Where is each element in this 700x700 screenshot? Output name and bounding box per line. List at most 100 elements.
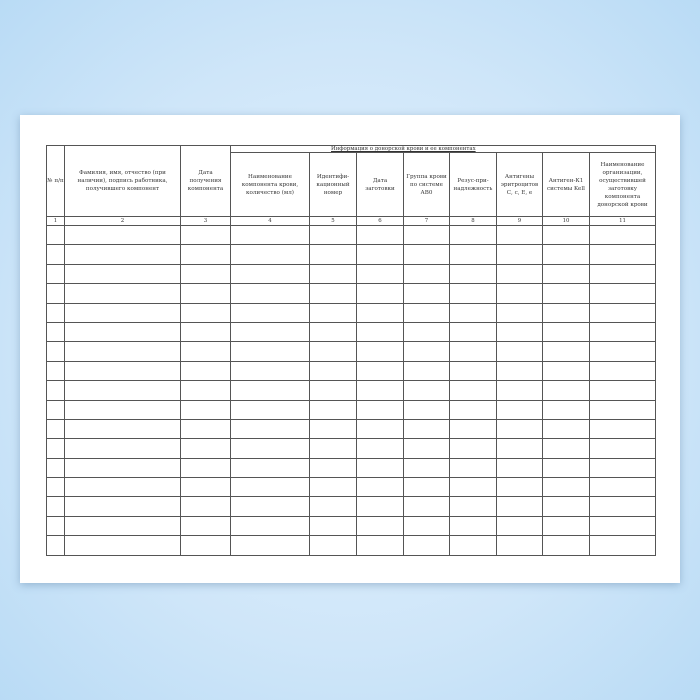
table-cell	[449, 438, 497, 459]
table-cell	[46, 438, 65, 459]
table-cell	[180, 515, 231, 537]
table-cell	[542, 438, 590, 459]
table-cell	[449, 457, 497, 479]
table-cell	[46, 302, 65, 323]
table-cell	[542, 380, 590, 401]
table-cell	[64, 438, 181, 459]
table-cell	[64, 263, 181, 285]
table-cell	[64, 244, 181, 265]
table-cell	[180, 302, 231, 323]
table-cell	[46, 418, 65, 440]
table-cell	[449, 399, 497, 420]
table-cell	[180, 360, 231, 382]
column-header: Дата получения компонента	[180, 145, 231, 217]
column-number: 7	[403, 216, 450, 226]
table-cell	[230, 535, 310, 556]
table-row	[46, 438, 656, 459]
table-cell	[309, 438, 357, 459]
table-cell	[496, 263, 543, 285]
table-cell	[309, 380, 357, 401]
table-cell	[403, 380, 450, 401]
table-cell	[356, 321, 404, 343]
column-number: 9	[496, 216, 543, 226]
column-header: Наименование организации, осуществившей …	[589, 152, 656, 217]
table-cell	[449, 263, 497, 285]
table-cell	[309, 515, 357, 537]
column-number: 6	[356, 216, 404, 226]
table-cell	[230, 380, 310, 401]
table-cell	[403, 457, 450, 479]
table-cell	[309, 477, 357, 498]
table-cell	[589, 283, 656, 304]
table-cell	[230, 224, 310, 246]
table-cell	[589, 438, 656, 459]
table-cell	[356, 283, 404, 304]
table-cell	[449, 477, 497, 498]
table-cell	[180, 535, 231, 556]
table-cell	[403, 302, 450, 323]
table-cell	[309, 224, 357, 246]
table-cell	[496, 535, 543, 556]
table-cell	[542, 496, 590, 517]
table-cell	[64, 283, 181, 304]
group-header: Информация о донорской крови и ее компон…	[230, 145, 656, 153]
table-cell	[496, 360, 543, 382]
table-cell	[589, 380, 656, 401]
table-cell	[589, 302, 656, 323]
table-cell	[64, 399, 181, 420]
table-cell	[180, 341, 231, 362]
table-cell	[356, 224, 404, 246]
table-cell	[230, 302, 310, 323]
table-row	[46, 244, 656, 265]
table-cell	[180, 244, 231, 265]
table-cell	[180, 418, 231, 440]
table-cell	[356, 496, 404, 517]
table-cell	[589, 263, 656, 285]
table-cell	[403, 321, 450, 343]
table-cell	[496, 457, 543, 479]
table-cell	[542, 244, 590, 265]
table-cell	[403, 418, 450, 440]
column-number: 5	[309, 216, 357, 226]
table-cell	[496, 496, 543, 517]
table-cell	[230, 477, 310, 498]
table-cell	[356, 418, 404, 440]
table-cell	[542, 418, 590, 440]
table-cell	[64, 380, 181, 401]
column-number: 3	[180, 216, 231, 226]
table-cell	[449, 418, 497, 440]
table-cell	[542, 399, 590, 420]
table-cell	[230, 283, 310, 304]
table-cell	[356, 341, 404, 362]
column-number: 8	[449, 216, 497, 226]
table-row	[46, 360, 656, 382]
column-header: Фамилия, имя, отчество (при наличии), по…	[64, 145, 181, 217]
table-cell	[542, 360, 590, 382]
table-cell	[403, 360, 450, 382]
table-cell	[403, 224, 450, 246]
table-cell	[589, 244, 656, 265]
column-number: 2	[64, 216, 181, 226]
table-row	[46, 321, 656, 343]
table-cell	[309, 321, 357, 343]
table-cell	[403, 244, 450, 265]
table-cell	[309, 535, 357, 556]
table-cell	[542, 535, 590, 556]
table-cell	[230, 515, 310, 537]
table-cell	[46, 321, 65, 343]
table-cell	[309, 244, 357, 265]
table-cell	[589, 477, 656, 498]
table-cell	[496, 283, 543, 304]
table-cell	[356, 360, 404, 382]
column-number: 10	[542, 216, 590, 226]
table-row	[46, 496, 656, 517]
table-cell	[496, 477, 543, 498]
table-cell	[449, 321, 497, 343]
table-cell	[46, 535, 65, 556]
table-cell	[180, 399, 231, 420]
table-cell	[403, 496, 450, 517]
table-cell	[496, 380, 543, 401]
table-cell	[542, 341, 590, 362]
table-cell	[230, 399, 310, 420]
table-cell	[230, 496, 310, 517]
